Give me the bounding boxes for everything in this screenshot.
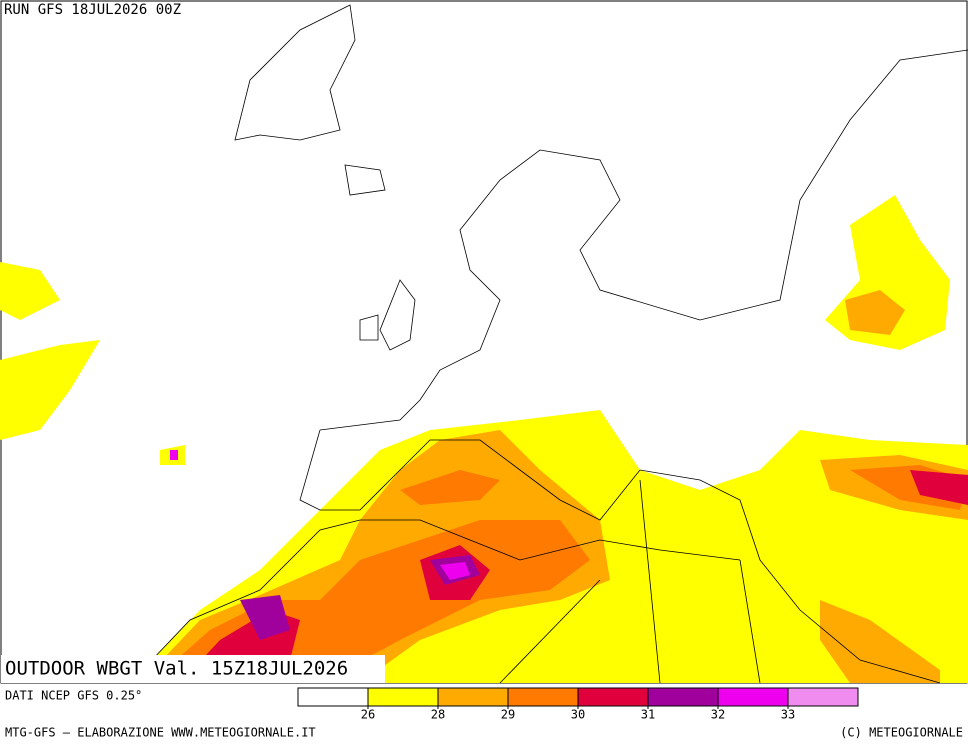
legend-tick-label: 31 [641, 708, 655, 722]
africa-coast [129, 519, 741, 684]
legend-swatch [507, 687, 579, 707]
wbgt-29 [150, 465, 968, 683]
footer-left: MTG-GFS – ELABORAZIONE WWW.METEOGIORNALE… [5, 726, 316, 740]
legend-swatch [787, 687, 859, 707]
run-label: RUN GFS 18JUL2026 00Z [4, 2, 181, 18]
title-box [1, 655, 385, 683]
iceland [344, 164, 386, 196]
map: OUTDOOR WBGT Val. 15Z18JUL2026 RUN GFS 1… [0, 0, 968, 684]
british-isles [359, 279, 416, 351]
source-label: DATI NCEP GFS 0.25° [5, 689, 142, 703]
legend-swatch [437, 687, 509, 707]
legend-tick-label: 29 [501, 708, 515, 722]
legend-swatch [717, 687, 789, 707]
legend: 26 28 29 30 31 32 33 [297, 687, 859, 722]
legend-tick-label: 32 [711, 708, 725, 722]
footer-right: (C) METEOGIORNALE [840, 726, 963, 740]
greenland [234, 4, 356, 141]
borders [499, 479, 761, 684]
legend-tick-label: 30 [571, 708, 585, 722]
legend-swatch [297, 687, 369, 707]
legend-swatch [647, 687, 719, 707]
legend-tick-label: 33 [781, 708, 795, 722]
map-title: OUTDOOR WBGT Val. 15Z18JUL2026 [5, 658, 348, 680]
coastlines [129, 4, 968, 684]
legend-swatch [367, 687, 439, 707]
legend-tick-label: 28 [431, 708, 445, 722]
europe-coast [299, 49, 968, 684]
legend-swatch [577, 687, 649, 707]
legend-tick-label: 26 [361, 708, 375, 722]
